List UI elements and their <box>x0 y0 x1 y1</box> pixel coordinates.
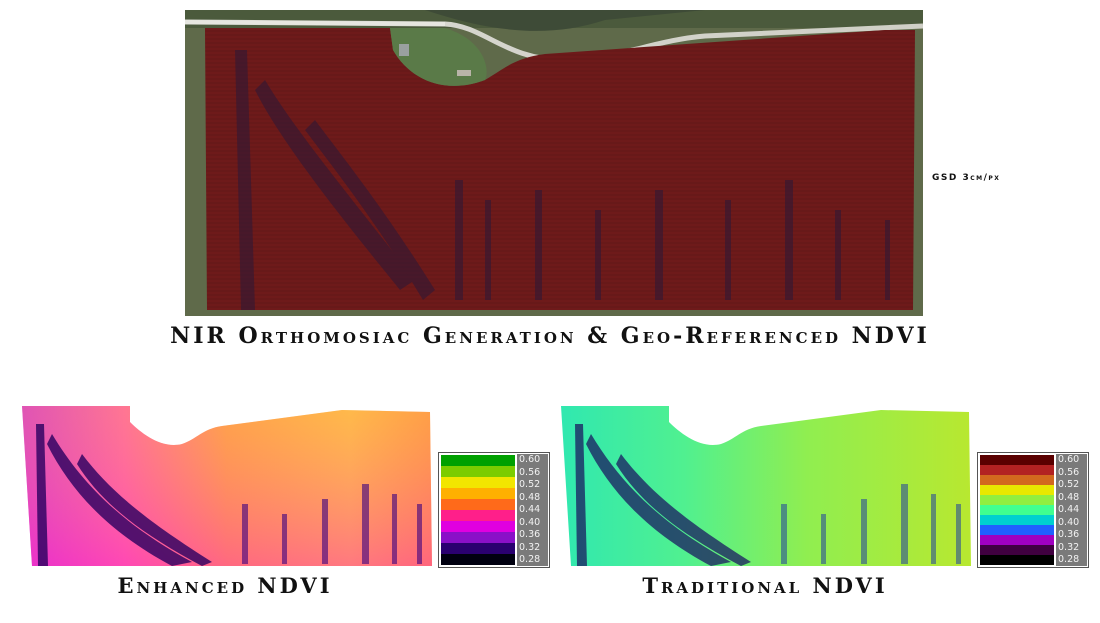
scale-tick: 0.52 <box>519 479 541 490</box>
scale-tick: 0.56 <box>519 466 541 478</box>
scale-tick: 0.56 <box>1058 466 1080 478</box>
traditional-scale-labels: 0.60 0.56 0.52 0.48 0.44 0.40 0.36 0.32 … <box>1056 454 1087 566</box>
scale-tick: 0.60 <box>519 454 541 465</box>
traditional-ndvi-map <box>561 404 973 567</box>
traditional-ndvi-color-scale: 0.60 0.56 0.52 0.48 0.44 0.40 0.36 0.32 … <box>977 452 1089 568</box>
scale-tick: 0.28 <box>1058 554 1080 565</box>
orthomosaic-caption: NIR Orthomosiac Generation & Geo-Referen… <box>170 323 930 349</box>
enhanced-ndvi-caption: Enhanced NDVI <box>117 573 333 598</box>
scale-tick: 0.60 <box>1058 454 1080 465</box>
gsd-label: GSD 3cm/px <box>932 173 1001 183</box>
scale-tick: 0.36 <box>1058 529 1080 540</box>
traditional-scale-bar <box>980 455 1054 565</box>
enhanced-ndvi-color-scale: 0.60 0.56 0.52 0.48 0.44 0.40 0.36 0.32 … <box>438 452 550 568</box>
enhanced-ndvi-map <box>22 404 434 567</box>
scale-tick: 0.40 <box>1058 516 1080 528</box>
scale-tick: 0.36 <box>519 529 541 540</box>
traditional-ndvi-caption: Traditional NDVI <box>642 573 888 598</box>
scale-tick: 0.52 <box>1058 479 1080 490</box>
enhanced-scale-labels: 0.60 0.56 0.52 0.48 0.44 0.40 0.36 0.32 … <box>517 454 548 566</box>
scale-tick: 0.48 <box>519 491 541 503</box>
enhanced-scale-bar <box>441 455 515 565</box>
scale-tick: 0.44 <box>1058 504 1080 515</box>
scale-tick: 0.44 <box>519 504 541 515</box>
scale-tick: 0.32 <box>519 541 541 553</box>
scale-tick: 0.28 <box>519 554 541 565</box>
scale-tick: 0.32 <box>1058 541 1080 553</box>
scale-tick: 0.40 <box>519 516 541 528</box>
nir-orthomosaic-image <box>185 10 923 316</box>
scale-tick: 0.48 <box>1058 491 1080 503</box>
